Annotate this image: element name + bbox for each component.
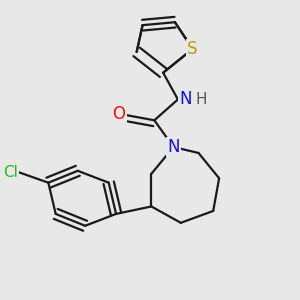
Text: Cl: Cl <box>3 165 17 180</box>
Text: H: H <box>196 92 207 107</box>
Text: N: N <box>167 138 180 156</box>
Text: N: N <box>179 91 191 109</box>
Text: S: S <box>188 40 198 58</box>
Text: O: O <box>112 105 125 123</box>
